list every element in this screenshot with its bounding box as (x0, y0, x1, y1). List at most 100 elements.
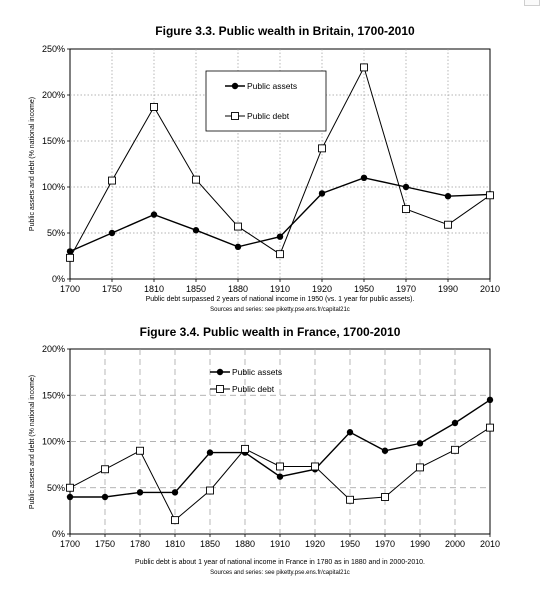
chart1-debt-point (444, 220, 452, 229)
chart2-debt-point (346, 495, 354, 504)
chart2-y-tick-label: 200% (42, 344, 65, 354)
chart1-assets-point (444, 193, 452, 200)
chart2-debt-point (416, 463, 424, 472)
chart2-x-tick-label: 1990 (410, 539, 430, 549)
chart2-assets-point (381, 447, 389, 454)
chart1-x-tick-label: 1970 (396, 284, 416, 294)
chart2-title: Figure 3.4. Public wealth in France, 170… (140, 325, 401, 339)
chart1-y-tick-label: 50% (47, 228, 65, 238)
chart1-debt-point (108, 176, 116, 185)
chart2-assets-point (346, 429, 354, 436)
chart1-x-tick-label: 1910 (270, 284, 290, 294)
chart1-y-ticks: 0% 50% 100% 150% 200% 250% (42, 44, 70, 284)
chart1-x-tick-label: 1950 (354, 284, 374, 294)
chart1-legend-debt-marker (231, 112, 239, 120)
chart2-debt-point (451, 445, 459, 454)
chart2-assets-point (101, 493, 109, 501)
chart1-x-tick-label: 1990 (438, 284, 458, 294)
chart2-debt-point (381, 493, 389, 501)
chart1-y-tick-label: 0% (52, 274, 65, 284)
chart2-x-tick-label: 1910 (270, 539, 290, 549)
chart2-y-tick-label: 50% (47, 483, 65, 493)
chart2-assets-point (136, 489, 144, 496)
chart2-x-tick-label: 1810 (165, 539, 185, 549)
chart2-y-tick-label: 0% (52, 529, 65, 539)
chart1-debt-point (402, 205, 410, 214)
chart1-y-axis-label: Public assets and debt (% national incom… (29, 97, 36, 231)
chart1-debt-point (66, 253, 74, 262)
chart2-debt-point (486, 423, 494, 432)
chart1-assets-point (276, 233, 284, 240)
chart1-debt-point (276, 250, 284, 259)
chart2-legend-assets-label: Public assets (232, 367, 282, 377)
chart1-assets-point (360, 174, 368, 181)
chart1-assets-point (318, 190, 326, 197)
chart2-x-tick-label: 1750 (95, 539, 115, 549)
chart2-x-tick-label: 1700 (60, 539, 80, 549)
chart1-legend-box (205, 70, 327, 132)
chart2-debt-point (136, 446, 144, 455)
chart2-debt-point (241, 444, 249, 453)
chart2-assets-point (171, 489, 179, 496)
chart2-x-tick-label: 1850 (200, 539, 220, 549)
chart2-y-tick-label: 100% (42, 437, 65, 447)
chart1-x-ticks: 1700 1750 1810 1850 1880 1910 1920 1950 1970 1990… (60, 279, 500, 294)
chart1-x-tick-label: 1700 (60, 284, 80, 294)
chart2-debt-point (171, 516, 179, 525)
chart2-y-ticks: 0% 50% 100% 150% 200% (42, 344, 70, 539)
chart1-legend-assets-marker (231, 82, 239, 90)
chart2-x-tick-label: 1920 (305, 539, 325, 549)
chart1-assets-point (234, 243, 242, 250)
chart1-y-tick-label: 100% (42, 182, 65, 192)
chart1-debt-point (192, 175, 200, 184)
chart1-y-tick-label: 150% (42, 136, 65, 146)
chart2-x-tick-label: 1880 (235, 539, 255, 549)
chart2-debt-point (206, 486, 214, 495)
chart2-legend-debt-label: Public debt (232, 384, 275, 394)
chart2-x-tick-label: 2000 (445, 539, 465, 549)
chart1-debt-point (318, 144, 326, 153)
chart2-assets-point (451, 419, 459, 427)
chart1-debt-point (150, 103, 158, 111)
chart2-debt-point (66, 483, 74, 492)
chart1-legend-assets-label: Public assets (247, 81, 297, 91)
chart1-debt-point (360, 63, 368, 72)
chart2-assets-point (206, 449, 214, 456)
chart1-x-tick-label: 1750 (102, 284, 122, 294)
chart1-legend: Public assets Public debt (205, 70, 327, 132)
chart2-assets-point (486, 396, 494, 404)
chart2-legend-debt-marker (216, 385, 224, 393)
chart2-assets-point (66, 493, 74, 501)
chart2-y-tick-label: 150% (42, 390, 65, 400)
chart1-assets-point (66, 248, 74, 255)
chart1-assets-point (108, 229, 116, 237)
chart1-x-tick-label: 1850 (186, 284, 206, 294)
chart2-x-tick-label: 2010 (480, 539, 500, 549)
chart2-debt-point (311, 462, 319, 471)
chart2-series (66, 396, 494, 525)
chart1-note: Public debt surpassed 2 years of nationa… (146, 296, 415, 303)
chart2-legend: Public assets Public debt (210, 367, 282, 394)
chart1-debt-point (486, 191, 494, 200)
window-corner-mark (524, 0, 540, 6)
chart2-assets-point (416, 440, 424, 447)
chart1-source: Sources and series: see piketty.pse.ens.… (210, 307, 350, 313)
chart2-x-ticks: 1700 1750 1780 1810 1850 1880 1910 1920 1950 1970… (60, 534, 500, 549)
chart1-assets-point (402, 183, 410, 191)
chart1-assets-point (150, 211, 158, 218)
chart2-y-axis-label: Public assets and debt (% national incom… (29, 375, 36, 509)
chart1-x-tick-label: 1880 (228, 284, 248, 294)
chart1-x-tick-label: 1810 (144, 284, 164, 294)
chart1-y-tick-label: 200% (42, 90, 65, 100)
chart1-y-tick-label: 250% (42, 44, 65, 54)
chart1-legend-debt-label: Public debt (247, 111, 290, 121)
chart2-debt-point (276, 462, 284, 471)
chart2-x-tick-label: 1780 (130, 539, 150, 549)
chart2-x-tick-label: 1970 (375, 539, 395, 549)
chart1-x-tick-label: 1920 (312, 284, 332, 294)
chart2-x-tick-label: 1950 (340, 539, 360, 549)
chart1-series (66, 63, 494, 262)
chart1-x-tick-label: 2010 (480, 284, 500, 294)
chart1-debt-point (234, 222, 242, 231)
